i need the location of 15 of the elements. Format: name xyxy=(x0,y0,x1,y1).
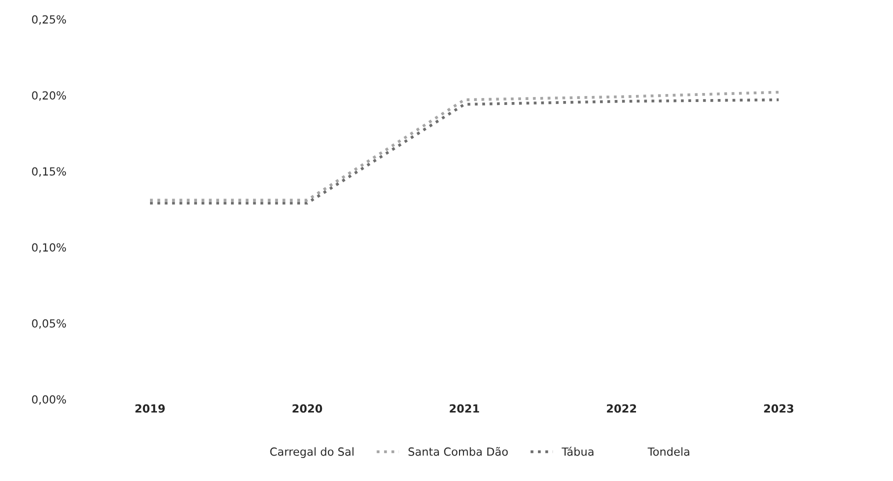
legend-label: Tábua xyxy=(562,446,594,456)
x-tick-label: 2022 xyxy=(606,404,636,413)
text: Tondela xyxy=(648,447,690,456)
y-tick-label: 0,05% xyxy=(32,319,66,329)
y-tick-label: 0,00% xyxy=(32,395,66,405)
x-tick-label: 2021 xyxy=(450,404,480,413)
y-tick-label: 0,10% xyxy=(32,243,66,253)
y-tick-label: 0,20% xyxy=(32,91,66,101)
legend-label: Santa Comba Dão xyxy=(408,447,508,456)
x-tick-label: 2020 xyxy=(292,404,322,413)
text: Carregal do Sal xyxy=(270,447,354,458)
x-tick-label: 2023 xyxy=(764,404,794,413)
y-tick-label: 0,15% xyxy=(32,167,66,177)
y-tick-label: 0,25% xyxy=(32,15,66,25)
x-tick-label: 2019 xyxy=(135,404,165,413)
